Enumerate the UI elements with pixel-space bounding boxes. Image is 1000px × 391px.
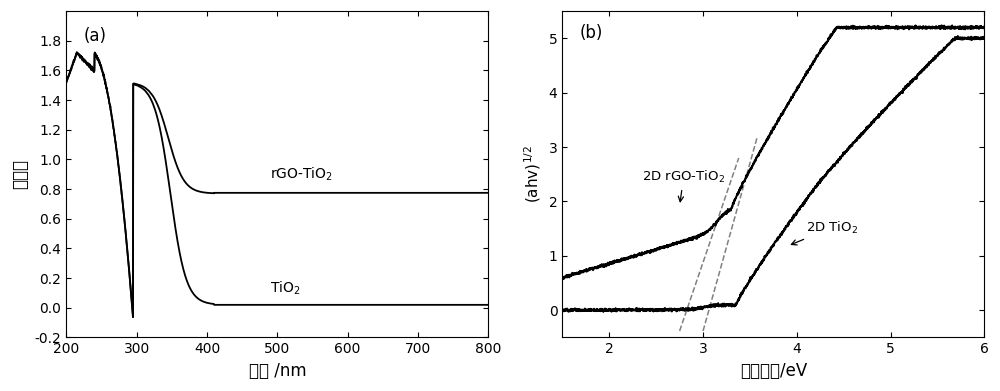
Text: (a): (a)	[83, 27, 106, 45]
Y-axis label: (ahv)$^{1/2}$: (ahv)$^{1/2}$	[522, 145, 543, 203]
Y-axis label: 吸光度: 吸光度	[11, 159, 29, 189]
Text: rGO-TiO$_2$: rGO-TiO$_2$	[270, 166, 333, 183]
Text: TiO$_2$: TiO$_2$	[270, 280, 301, 298]
Text: (b): (b)	[579, 24, 603, 42]
X-axis label: 光子能量/eV: 光子能量/eV	[740, 362, 807, 380]
Text: 2D TiO$_2$: 2D TiO$_2$	[791, 219, 858, 245]
X-axis label: 波长 /nm: 波长 /nm	[249, 362, 306, 380]
Text: 2D rGO-TiO$_2$: 2D rGO-TiO$_2$	[642, 169, 725, 202]
